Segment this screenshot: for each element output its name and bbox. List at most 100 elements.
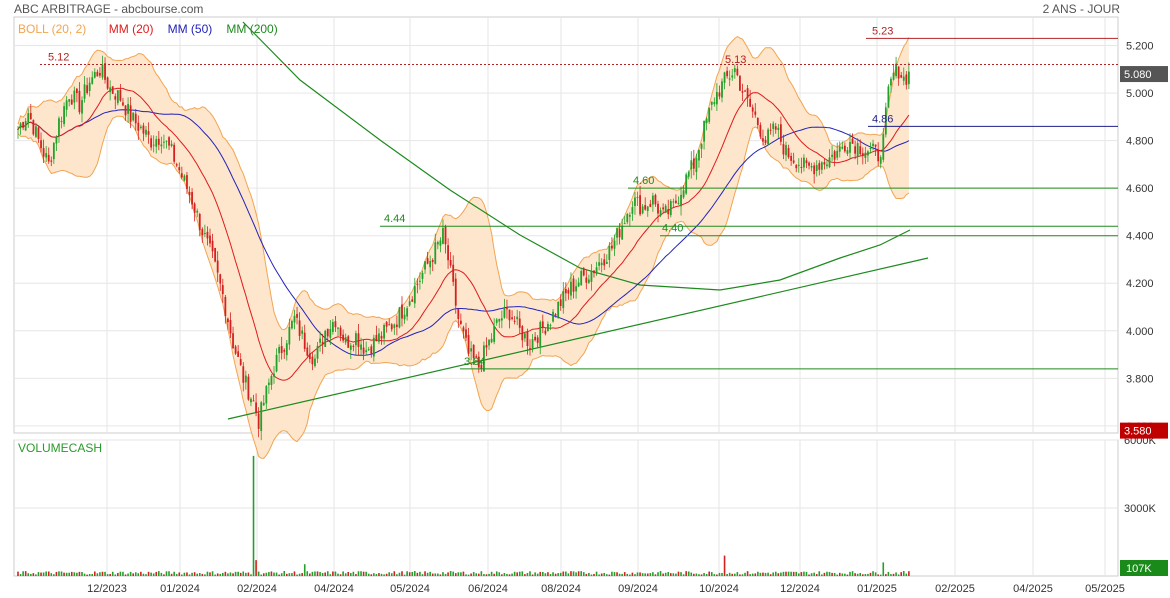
candle-body <box>846 150 849 154</box>
candle-body <box>119 89 122 101</box>
volume-bar <box>239 572 242 576</box>
candle-body <box>631 207 634 214</box>
volume-bar <box>518 571 521 576</box>
candle-body <box>785 145 787 156</box>
volume-bar <box>897 574 900 576</box>
bollinger-band <box>18 36 909 459</box>
volume-bar <box>385 573 388 576</box>
volume-bar <box>731 573 734 576</box>
volume-bar <box>27 573 30 576</box>
volume-bar <box>570 571 572 576</box>
candle-body <box>667 209 670 215</box>
candle-body <box>779 124 782 142</box>
candle-body <box>856 143 859 157</box>
volume-bar <box>885 574 887 576</box>
candle-body <box>139 126 142 128</box>
candle-body <box>285 343 288 356</box>
volume-bar <box>859 572 862 576</box>
candle-body <box>288 326 291 345</box>
volume-bar <box>575 572 577 576</box>
volume-bar <box>759 572 762 576</box>
candle-body <box>416 283 419 285</box>
candle-body <box>595 267 598 275</box>
candle-body <box>339 327 342 336</box>
candle-body <box>882 134 885 160</box>
candle-body <box>728 78 731 80</box>
candle-body <box>790 156 793 161</box>
volume-bar <box>600 573 603 576</box>
volume-bar <box>790 571 792 576</box>
volume-bar <box>232 573 234 576</box>
volume-bar <box>887 571 890 576</box>
candle-body <box>157 138 160 145</box>
candle-body <box>823 162 826 165</box>
volume-bar <box>813 572 815 576</box>
volume-bar <box>111 571 114 576</box>
x-tick-label: 08/2024 <box>541 583 581 595</box>
volume-bar <box>53 574 55 576</box>
candle-body <box>869 148 872 150</box>
candle-body <box>605 261 608 264</box>
volume-bar <box>774 571 777 576</box>
candle-body <box>163 141 165 143</box>
candle-body <box>45 153 48 158</box>
volume-bar <box>237 571 239 576</box>
volume-bar <box>383 574 385 576</box>
candle-body <box>682 190 685 198</box>
volume-bar <box>544 573 547 576</box>
candle-body <box>733 68 736 73</box>
volume-bar <box>803 571 805 576</box>
volume-bar <box>598 574 600 576</box>
volume-bar <box>268 572 270 576</box>
level-3-84-label: 3.84 <box>464 356 485 368</box>
volume-bar <box>664 572 667 576</box>
candle-body <box>782 144 785 155</box>
candle-body <box>669 201 672 216</box>
volume-bar <box>419 571 421 576</box>
level-4-86-label: 4.86 <box>872 113 893 125</box>
volume-bar <box>170 573 173 576</box>
volume-bar <box>434 573 437 576</box>
volume-bar <box>490 571 493 576</box>
candle-body <box>155 139 158 147</box>
candle-body <box>47 154 50 162</box>
candle-body <box>467 335 470 354</box>
candle-body <box>772 123 775 130</box>
volume-bar <box>344 573 347 576</box>
volume-bar <box>644 573 646 576</box>
level-5-13-label: 5.13 <box>725 54 746 66</box>
volume-bar <box>339 574 342 576</box>
candle-body <box>349 345 352 350</box>
candle-body <box>483 345 485 372</box>
candle-body <box>554 314 557 316</box>
volume-bar <box>462 571 465 576</box>
volume-bar <box>424 571 426 576</box>
candle-body <box>244 375 247 383</box>
volume-bar <box>828 571 831 576</box>
candle-body <box>344 337 347 343</box>
volume-bar <box>147 571 150 576</box>
candle-body <box>557 301 560 317</box>
candle-body <box>175 164 178 166</box>
candle-body <box>480 364 483 369</box>
volume-bar <box>844 573 846 576</box>
volume-bar <box>234 571 237 576</box>
volume-bar <box>142 573 145 576</box>
candle-body <box>321 341 324 345</box>
volume-bar <box>552 572 554 576</box>
volume-bar <box>529 571 531 576</box>
x-tick-label: 10/2024 <box>699 583 739 595</box>
candle-body <box>370 346 373 355</box>
candle-body <box>242 366 245 383</box>
candle-body <box>37 127 40 139</box>
volume-bar <box>526 572 529 576</box>
candle-body <box>813 165 816 175</box>
volume-bar <box>716 574 718 576</box>
candle-body <box>541 321 544 328</box>
candle-body <box>475 356 478 358</box>
volume-bar <box>831 572 833 576</box>
volume-bar <box>744 572 746 576</box>
candle-body <box>564 289 567 294</box>
candle-body <box>227 318 229 323</box>
candle-body <box>511 317 513 320</box>
